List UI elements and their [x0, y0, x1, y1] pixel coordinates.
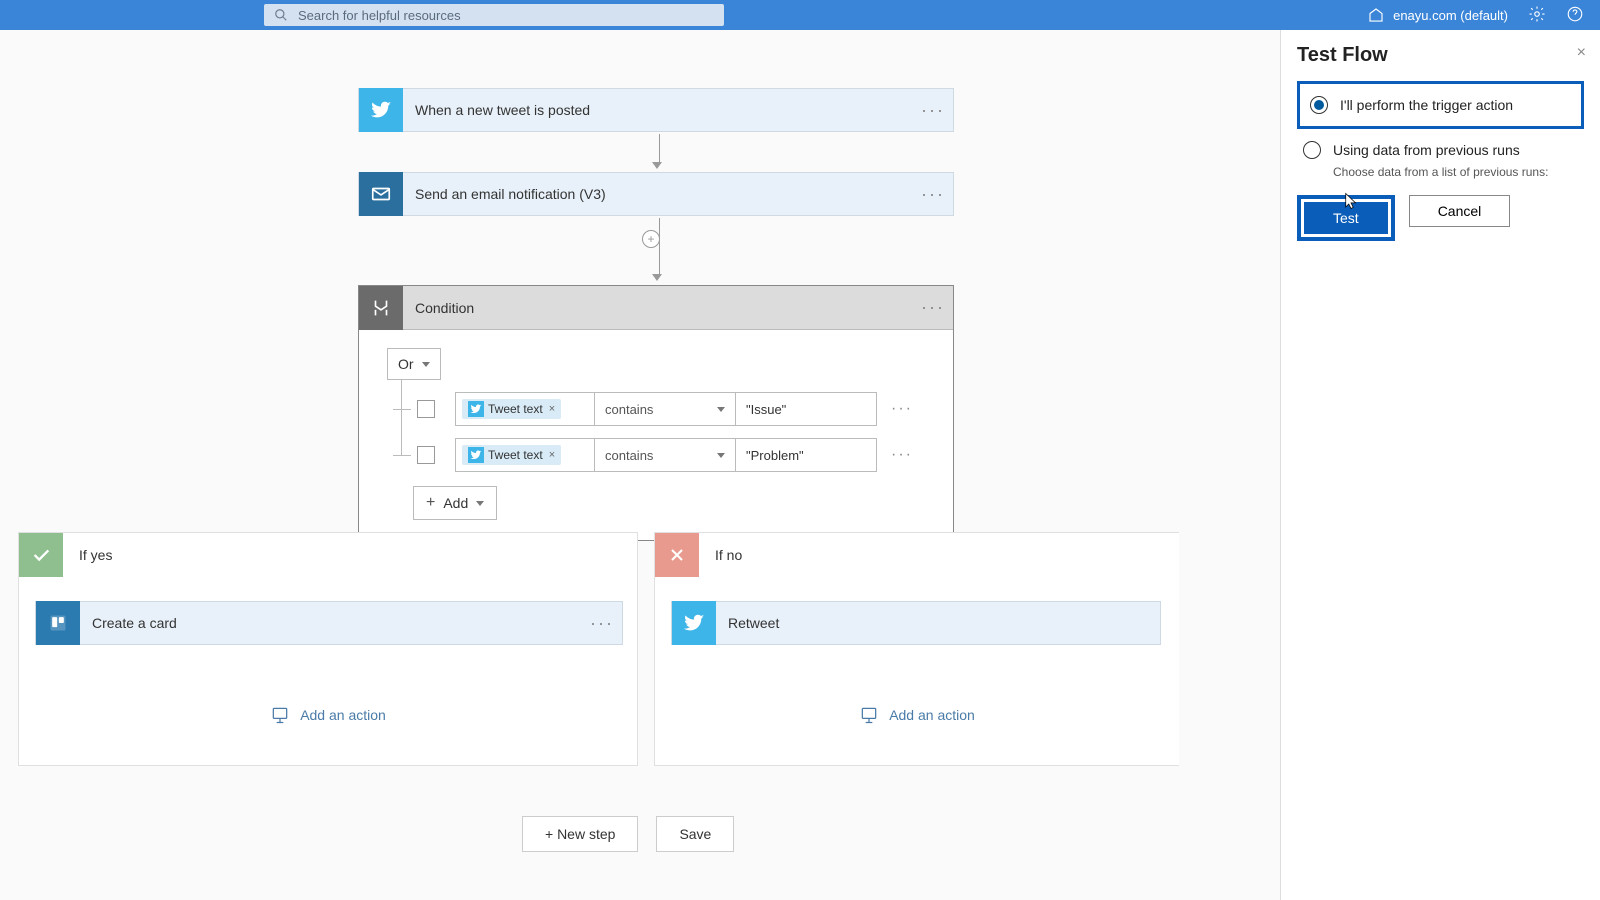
- value-input[interactable]: "Issue": [735, 392, 877, 426]
- operator-label: contains: [605, 402, 653, 417]
- rule-menu-icon[interactable]: ···: [891, 446, 913, 464]
- mail-icon: [359, 172, 403, 216]
- value-input[interactable]: "Problem": [735, 438, 877, 472]
- token-remove-icon[interactable]: ×: [549, 449, 555, 461]
- token-label: Tweet text: [488, 402, 543, 416]
- connector-arrow: [656, 134, 662, 169]
- logic-operator-dropdown[interactable]: Or: [387, 348, 441, 380]
- save-button[interactable]: Save: [656, 816, 734, 852]
- branch-title: If no: [715, 547, 742, 563]
- add-action-button[interactable]: Add an action: [671, 705, 1163, 725]
- dynamic-token[interactable]: Tweet text ×: [462, 445, 561, 465]
- add-action-label: Add an action: [300, 707, 386, 723]
- test-flow-panel: Test Flow × I'll perform the trigger act…: [1280, 30, 1600, 900]
- radio-previous-runs[interactable]: Using data from previous runs: [1297, 133, 1584, 167]
- trigger-title: When a new tweet is posted: [415, 102, 913, 118]
- condition-icon: [359, 286, 403, 330]
- rule-checkbox[interactable]: [417, 446, 435, 464]
- chevron-down-icon: [476, 501, 484, 506]
- action-title: Send an email notification (V3): [415, 186, 913, 202]
- trello-icon: [36, 601, 80, 645]
- add-label: Add: [443, 495, 468, 511]
- search-icon: [274, 8, 288, 22]
- token-remove-icon[interactable]: ×: [549, 403, 555, 415]
- dynamic-token[interactable]: Tweet text ×: [462, 399, 561, 419]
- chevron-down-icon: [717, 453, 725, 458]
- top-bar: enayu.com (default): [0, 0, 1600, 30]
- rule-field-box[interactable]: Tweet text ×: [455, 392, 595, 426]
- operator-dropdown[interactable]: contains: [594, 392, 736, 426]
- radio-perform-trigger[interactable]: I'll perform the trigger action: [1304, 88, 1577, 122]
- plus-icon: +: [426, 494, 435, 512]
- add-action-icon: [859, 705, 879, 725]
- card-menu-icon[interactable]: ···: [913, 297, 953, 318]
- insert-step-button[interactable]: +: [642, 230, 660, 248]
- cross-icon: [655, 533, 699, 577]
- rule-checkbox[interactable]: [417, 400, 435, 418]
- condition-rule-row: Tweet text × contains "Issue" ···: [393, 392, 925, 426]
- condition-card[interactable]: Condition ··· Or Tweet text ×: [358, 285, 954, 541]
- settings-icon[interactable]: [1528, 5, 1546, 26]
- highlighted-option: I'll perform the trigger action: [1297, 81, 1584, 129]
- cancel-button[interactable]: Cancel: [1409, 195, 1511, 227]
- card-menu-icon[interactable]: ···: [913, 184, 953, 205]
- help-icon[interactable]: [1566, 5, 1584, 26]
- search-box[interactable]: [264, 4, 724, 26]
- panel-title: Test Flow: [1297, 44, 1584, 67]
- add-action-button[interactable]: Add an action: [35, 705, 621, 725]
- operator-label: contains: [605, 448, 653, 463]
- action-title: Retweet: [728, 615, 1160, 631]
- environment-label: enayu.com (default): [1393, 8, 1508, 23]
- connector-arrow: [656, 218, 662, 281]
- flow-canvas: When a new tweet is posted ··· Send an e…: [0, 30, 1180, 900]
- radio-label: Using data from previous runs: [1333, 142, 1520, 158]
- add-action-label: Add an action: [889, 707, 975, 723]
- if-no-branch: If no Retweet Add an action: [654, 532, 1179, 766]
- chevron-down-icon: [422, 362, 430, 367]
- radio-label: I'll perform the trigger action: [1340, 97, 1513, 113]
- token-label: Tweet text: [488, 448, 543, 462]
- radio-subtext: Choose data from a list of previous runs…: [1333, 165, 1584, 179]
- highlighted-button: Test: [1297, 195, 1395, 241]
- if-yes-branch: If yes Create a card ··· Add an action: [18, 532, 638, 766]
- add-rule-button[interactable]: + Add: [413, 486, 497, 520]
- logic-label: Or: [398, 356, 414, 372]
- branch-title: If yes: [79, 547, 112, 563]
- action-card-trello[interactable]: Create a card ···: [35, 601, 623, 645]
- rule-menu-icon[interactable]: ···: [891, 400, 913, 418]
- twitter-icon: [672, 601, 716, 645]
- card-menu-icon[interactable]: ···: [913, 100, 953, 121]
- condition-title: Condition: [415, 300, 913, 316]
- new-step-button[interactable]: + New step: [522, 816, 638, 852]
- condition-rule-row: Tweet text × contains "Problem" ···: [393, 438, 925, 472]
- add-action-icon: [270, 705, 290, 725]
- footer-buttons: + New step Save: [522, 816, 734, 852]
- rule-field-box[interactable]: Tweet text ×: [455, 438, 595, 472]
- operator-dropdown[interactable]: contains: [594, 438, 736, 472]
- environment-picker[interactable]: enayu.com (default): [1367, 6, 1508, 24]
- action-title: Create a card: [92, 615, 582, 631]
- card-menu-icon[interactable]: ···: [582, 613, 622, 634]
- action-card-email[interactable]: Send an email notification (V3) ···: [358, 172, 954, 216]
- close-icon[interactable]: ×: [1577, 44, 1586, 62]
- test-button[interactable]: Test: [1304, 202, 1388, 234]
- action-card-retweet[interactable]: Retweet: [671, 601, 1161, 645]
- radio-icon: [1310, 96, 1328, 114]
- check-icon: [19, 533, 63, 577]
- trigger-card-twitter[interactable]: When a new tweet is posted ···: [358, 88, 954, 132]
- radio-icon: [1303, 141, 1321, 159]
- search-input[interactable]: [298, 8, 714, 23]
- chevron-down-icon: [717, 407, 725, 412]
- environment-icon: [1367, 6, 1385, 24]
- twitter-icon: [359, 88, 403, 132]
